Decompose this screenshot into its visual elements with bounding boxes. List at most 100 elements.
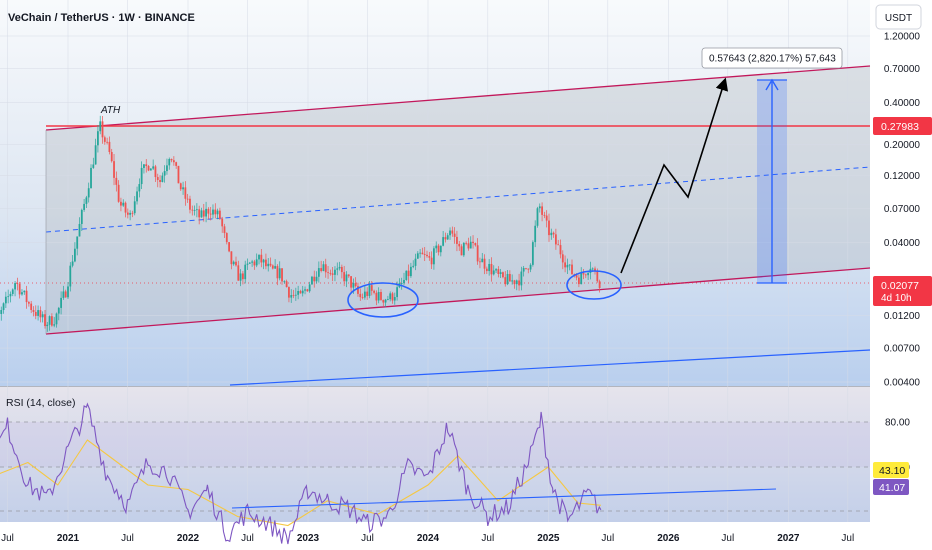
rsi-ma-value-label-bg <box>873 462 909 478</box>
time-axis[interactable]: Jul 2021 Jul 2022 Jul 2023 Jul 2024 Jul 2025 Jul 20… <box>1 533 854 544</box>
candle-body <box>34 311 37 316</box>
candle-body <box>297 291 300 295</box>
candle-body <box>228 242 230 252</box>
candle-body <box>317 268 320 277</box>
resistance-price-label: 0.27983 <box>881 121 919 133</box>
candle-body <box>534 225 537 243</box>
candle-body <box>37 310 39 316</box>
support-ellipse-2025[interactable] <box>566 270 622 300</box>
countdown-label: 4d 10h <box>881 293 912 304</box>
candle-body <box>177 165 180 184</box>
candle-body <box>184 187 187 199</box>
candle-body <box>39 310 42 318</box>
candle-body <box>80 209 83 224</box>
candle-body <box>214 209 217 215</box>
price-axis-label: 0.00400 <box>884 378 921 389</box>
candle-body <box>393 297 396 301</box>
candle-body <box>334 269 336 275</box>
candle-body <box>161 175 164 182</box>
candle-body <box>324 264 327 273</box>
resistance-price-label-bg <box>873 117 932 135</box>
candle-body <box>416 253 419 259</box>
current-price-label-bg <box>873 276 932 306</box>
candle-body <box>159 179 161 182</box>
channel-lower-line <box>45 267 871 335</box>
time-axis-label: Jul <box>361 533 374 544</box>
candle-body <box>331 273 334 275</box>
candle-body <box>62 291 65 298</box>
candle-body <box>294 294 297 296</box>
candle-body <box>55 313 58 325</box>
candle-body <box>191 209 194 211</box>
candle-body <box>218 210 221 219</box>
channel-upper-line <box>45 65 871 131</box>
candle-body <box>460 246 463 256</box>
candle-body <box>543 214 546 216</box>
time-axis-label: Jul <box>601 533 614 544</box>
candle-body <box>465 242 468 244</box>
candle-body <box>198 209 201 218</box>
candle-body <box>354 283 357 287</box>
candle-body <box>18 283 21 295</box>
candle-body <box>350 276 352 288</box>
price-axis-label: 0.20000 <box>884 140 921 151</box>
time-axis-label: Jul <box>721 533 734 544</box>
candle-body <box>283 281 286 283</box>
time-axis-background <box>0 522 932 550</box>
price-axis-label: 0.07000 <box>884 204 921 215</box>
gridlines <box>0 0 870 522</box>
candle-body <box>267 263 270 267</box>
candle-body <box>340 266 343 273</box>
candle-body <box>587 272 590 276</box>
candle-body <box>421 252 424 255</box>
candle-body <box>145 164 148 167</box>
currency-button[interactable] <box>875 4 922 30</box>
price-axis[interactable]: 1.20000 0.70000 0.40000 0.20000 0.12000 0.070… <box>884 32 921 389</box>
candle-body <box>71 261 74 266</box>
candle-body <box>67 286 69 298</box>
candle-body <box>515 280 518 285</box>
symbol-title[interactable]: VeChain / TetherUS · 1W · BINANCE <box>8 12 195 24</box>
candle-body <box>513 280 516 285</box>
candle-body <box>405 270 408 280</box>
candle-body <box>389 293 392 300</box>
candle-body <box>410 266 412 277</box>
candle-body <box>306 289 309 292</box>
candle-body <box>527 268 530 270</box>
candle-body <box>490 263 493 275</box>
candle-body <box>485 268 488 272</box>
rsi-indicator-label[interactable]: RSI (14, close) <box>6 397 75 409</box>
candle-body <box>575 275 578 278</box>
candle-body <box>103 137 106 142</box>
candle-body <box>255 259 258 266</box>
candle-body <box>76 236 79 249</box>
candle-body <box>11 289 14 294</box>
candle-body <box>41 314 44 318</box>
projection-path[interactable] <box>620 77 729 274</box>
support-ellipse-2023[interactable] <box>347 282 419 318</box>
candle-body <box>352 283 355 288</box>
candle-body <box>384 299 387 303</box>
candle-body <box>541 206 543 215</box>
candle-body <box>437 245 440 253</box>
candle-body <box>32 310 35 312</box>
candle-body <box>223 226 226 234</box>
candle-body <box>235 261 237 266</box>
candle-body <box>598 281 601 288</box>
candle-body <box>504 277 507 285</box>
candle-body <box>594 268 596 272</box>
rsi-trendline[interactable] <box>231 488 777 509</box>
candle-body <box>172 160 175 163</box>
candle-body <box>288 287 290 298</box>
candle-body <box>511 280 514 282</box>
candle-body <box>564 262 566 268</box>
candle-body <box>366 291 369 296</box>
candle-body <box>472 241 474 244</box>
candle-body <box>170 159 173 161</box>
candle-body <box>403 279 405 284</box>
candle-body <box>571 264 573 275</box>
candle-body <box>260 254 263 263</box>
candle-body <box>25 290 28 303</box>
ath-label: ATH <box>100 105 121 116</box>
